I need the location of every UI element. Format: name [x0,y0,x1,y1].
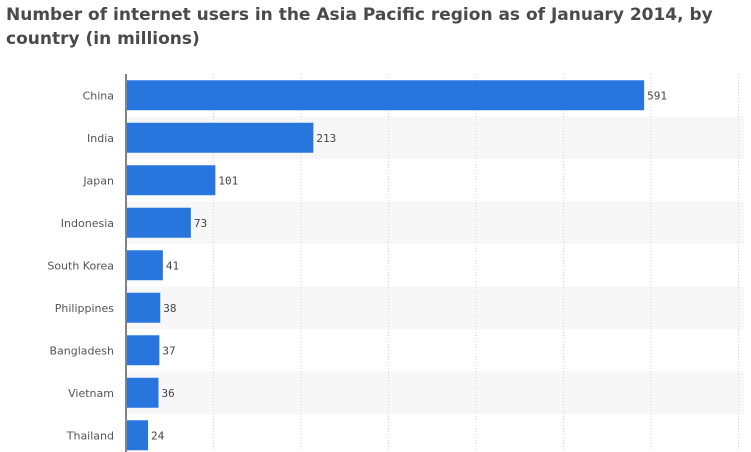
value-label: 37 [162,344,175,357]
row-bands [126,116,744,414]
category-label: Bangladesh [50,344,115,357]
bar [127,377,159,408]
row-band [126,201,744,244]
bar [127,207,191,238]
bar [127,420,149,451]
value-label: 101 [218,174,238,187]
value-label: 591 [647,89,667,102]
category-label: Indonesia [61,217,114,230]
row-band [126,286,744,329]
category-label: India [87,132,114,145]
value-label: 38 [163,302,176,315]
bar [127,165,216,196]
category-label: South Korea [47,259,114,272]
category-labels: China India Japan Indonesia South Korea Phili… [47,89,114,442]
value-label: 24 [151,429,165,442]
value-label: 73 [194,217,207,230]
bar [127,122,314,153]
category-label: Japan [82,174,114,187]
value-label: 41 [166,259,179,272]
value-label: 213 [316,132,336,145]
row-band [126,371,744,414]
category-label: Thailand [66,429,114,442]
bar [127,335,160,366]
value-labels: 591 213 101 73 41 38 37 36 24 [151,89,667,442]
value-label: 36 [162,387,175,400]
category-label: China [83,89,114,102]
category-label: Philippines [55,302,115,315]
bars [127,80,645,451]
bar [127,292,161,323]
category-label: Vietnam [68,387,114,400]
bar [127,80,645,111]
chart-title: Number of internet users in the Asia Pac… [6,5,713,49]
bar [127,250,163,281]
